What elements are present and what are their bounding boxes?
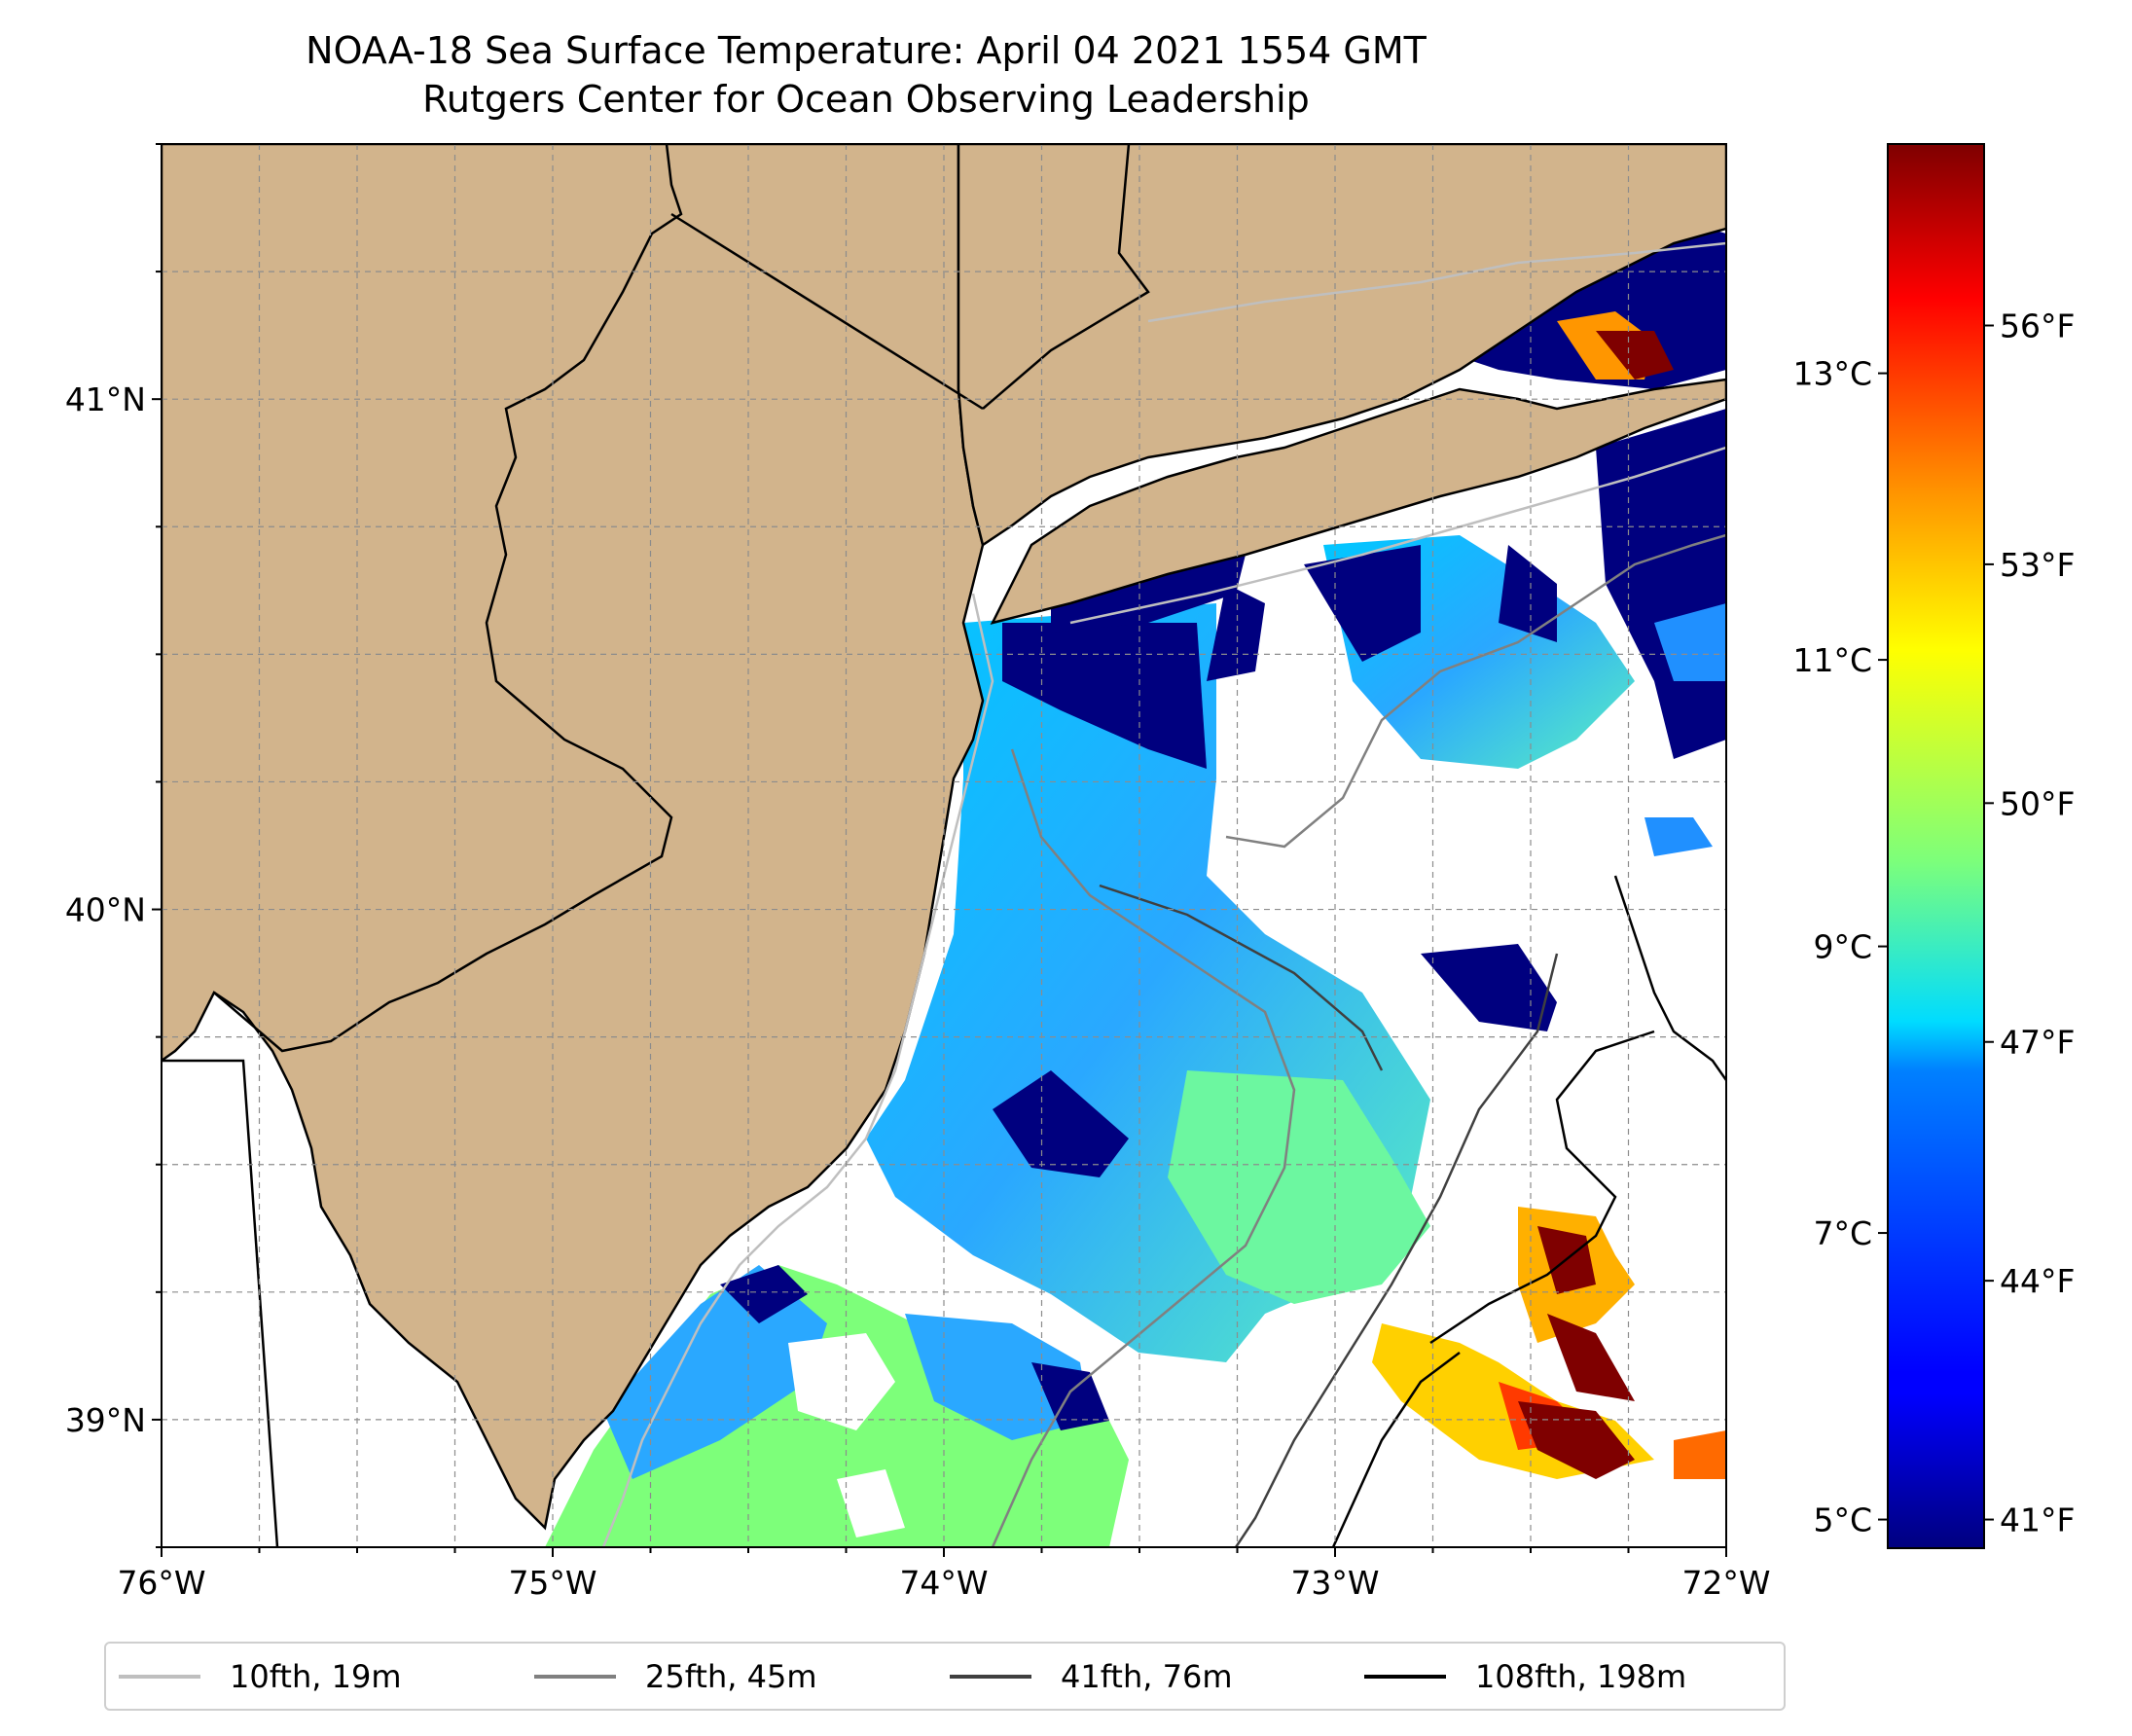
fahrenheit-tick-label: 56°F <box>2000 307 2075 345</box>
colorbar-gradient <box>1888 144 1984 1548</box>
long-island <box>990 378 1726 625</box>
fahrenheit-tick-label: 44°F <box>2000 1262 2075 1300</box>
legend-line-41fth <box>950 1674 1031 1679</box>
legend-label-41fth: 41fth, 76m <box>1061 1657 1233 1695</box>
map-area <box>162 144 1726 1547</box>
isobath-41fth <box>1099 884 1559 1547</box>
legend-line-25fth <box>534 1674 616 1679</box>
new-jersey <box>162 144 985 1531</box>
fahrenheit-tick-label: 50°F <box>2000 784 2075 822</box>
legend-item-41fth: 41fth, 76m <box>950 1644 1232 1709</box>
legend-label-25fth: 25fth, 45m <box>645 1657 817 1695</box>
legend-item-108fth: 108fth, 198m <box>1364 1644 1686 1709</box>
celsius-tick-label: 9°C <box>1813 928 1872 966</box>
legend-item-25fth: 25fth, 45m <box>534 1644 816 1709</box>
celsius-tick-label: 7°C <box>1813 1214 1872 1252</box>
y-axis: 41°N 40°N 39°N <box>65 143 162 1548</box>
x-tick-label: 73°W <box>1290 1564 1379 1602</box>
x-tick-label: 76°W <box>117 1564 205 1602</box>
x-tick-label: 72°W <box>1681 1564 1770 1602</box>
isobath-108fth <box>1331 875 1726 1547</box>
isobath-25fth <box>991 533 1726 1547</box>
colorbar-fahrenheit-ticks: 41°F 44°F 47°F 50°F 53°F 56°F <box>1984 307 2075 1539</box>
isobath-legend: 10fth, 19m 25fth, 45m 41fth, 76m 108fth,… <box>104 1642 1786 1711</box>
celsius-tick-label: 11°C <box>1792 641 1872 679</box>
x-axis: 76°W 75°W 74°W 73°W 72°W <box>117 1547 1771 1602</box>
legend-label-108fth: 108fth, 198m <box>1475 1657 1687 1695</box>
fahrenheit-tick-label: 41°F <box>2000 1501 2075 1539</box>
y-tick-label: 41°N <box>65 380 146 418</box>
legend-item-10fth: 10fth, 19m <box>119 1644 401 1709</box>
x-tick-label: 74°W <box>899 1564 988 1602</box>
chart-subtitle: Rutgers Center for Ocean Observing Leade… <box>422 78 1310 121</box>
colorbar: 5°C 7°C 9°C 11°C 13°C 41°F 44°F 47°F 50°F 53°F 56… <box>1792 143 2075 1549</box>
fahrenheit-tick-label: 53°F <box>2000 546 2075 584</box>
colorbar-celsius-ticks: 5°C 7°C 9°C 11°C 13°C <box>1792 355 1888 1539</box>
fahrenheit-tick-label: 47°F <box>2000 1024 2075 1062</box>
colorbar-frame <box>1887 143 1985 1549</box>
celsius-tick-label: 13°C <box>1792 355 1872 393</box>
chart-title: NOAA-18 Sea Surface Temperature: April 0… <box>306 29 1427 72</box>
state-boundaries <box>162 144 1150 1547</box>
legend-line-108fth <box>1364 1674 1446 1679</box>
y-tick-label: 39°N <box>65 1401 146 1439</box>
x-tick-label: 75°W <box>508 1564 596 1602</box>
gridlines <box>162 144 1726 1547</box>
land-layer <box>162 144 1726 1531</box>
y-tick-label: 40°N <box>65 891 146 929</box>
legend-label-10fth: 10fth, 19m <box>230 1657 402 1695</box>
celsius-tick-label: 5°C <box>1813 1501 1872 1539</box>
legend-line-10fth <box>119 1674 200 1679</box>
